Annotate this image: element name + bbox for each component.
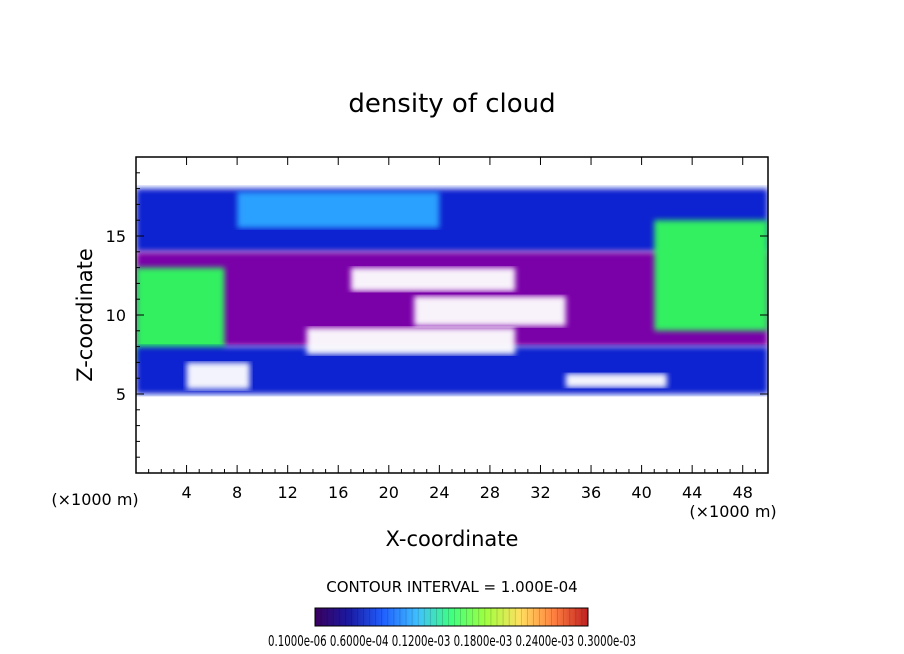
y-tick-label: 10 — [106, 306, 126, 325]
colorbar-frame — [314, 607, 589, 627]
x-tick-label: 24 — [429, 483, 449, 502]
colorbar-gradient — [315, 608, 588, 626]
y-axis-label: Z-coordinate — [73, 248, 97, 382]
x-tick-label: 12 — [278, 483, 298, 502]
cloud-field — [136, 188, 768, 394]
axis-ticks — [136, 157, 768, 473]
y-tick-labels: 5 10 15 — [106, 227, 126, 404]
colorbar-ticks — [314, 608, 589, 626]
x-unit-label-left: (×1000 m) — [51, 490, 138, 509]
y-tick-label: 15 — [106, 227, 126, 246]
clear-gap — [306, 327, 516, 355]
x-tick-label: 48 — [733, 483, 753, 502]
x-tick-labels: 4 8 12 16 20 24 28 32 36 40 44 48 — [181, 483, 752, 502]
colorbar — [314, 607, 589, 627]
y-tick-label: 5 — [116, 385, 126, 404]
clear-gap — [414, 296, 566, 327]
colorbar-labels: 0.1000e-06 0.6000e-04 0.1200e-03 0.1800e… — [268, 632, 636, 650]
contour-interval-label: CONTOUR INTERVAL = 1.000E-04 — [326, 578, 577, 596]
cloud-region-right-core — [654, 220, 768, 331]
clear-gap — [186, 362, 250, 390]
x-tick-label: 32 — [530, 483, 550, 502]
x-tick-label: 44 — [682, 483, 702, 502]
x-tick-label: 4 — [181, 483, 191, 502]
x-tick-label: 20 — [379, 483, 399, 502]
chart-title: density of cloud — [348, 89, 555, 119]
x-tick-label: 40 — [631, 483, 651, 502]
x-unit-label-right: (×1000 m) — [689, 502, 776, 521]
x-tick-label: 8 — [232, 483, 242, 502]
x-tick-label: 36 — [581, 483, 601, 502]
clear-gap — [350, 267, 516, 292]
cloud-region-upper-core — [237, 191, 440, 229]
x-tick-label: 28 — [480, 483, 500, 502]
x-tick-label: 16 — [328, 483, 348, 502]
x-axis-label: X-coordinate — [386, 527, 519, 551]
clear-gap — [565, 373, 667, 388]
plot-area — [136, 157, 768, 473]
